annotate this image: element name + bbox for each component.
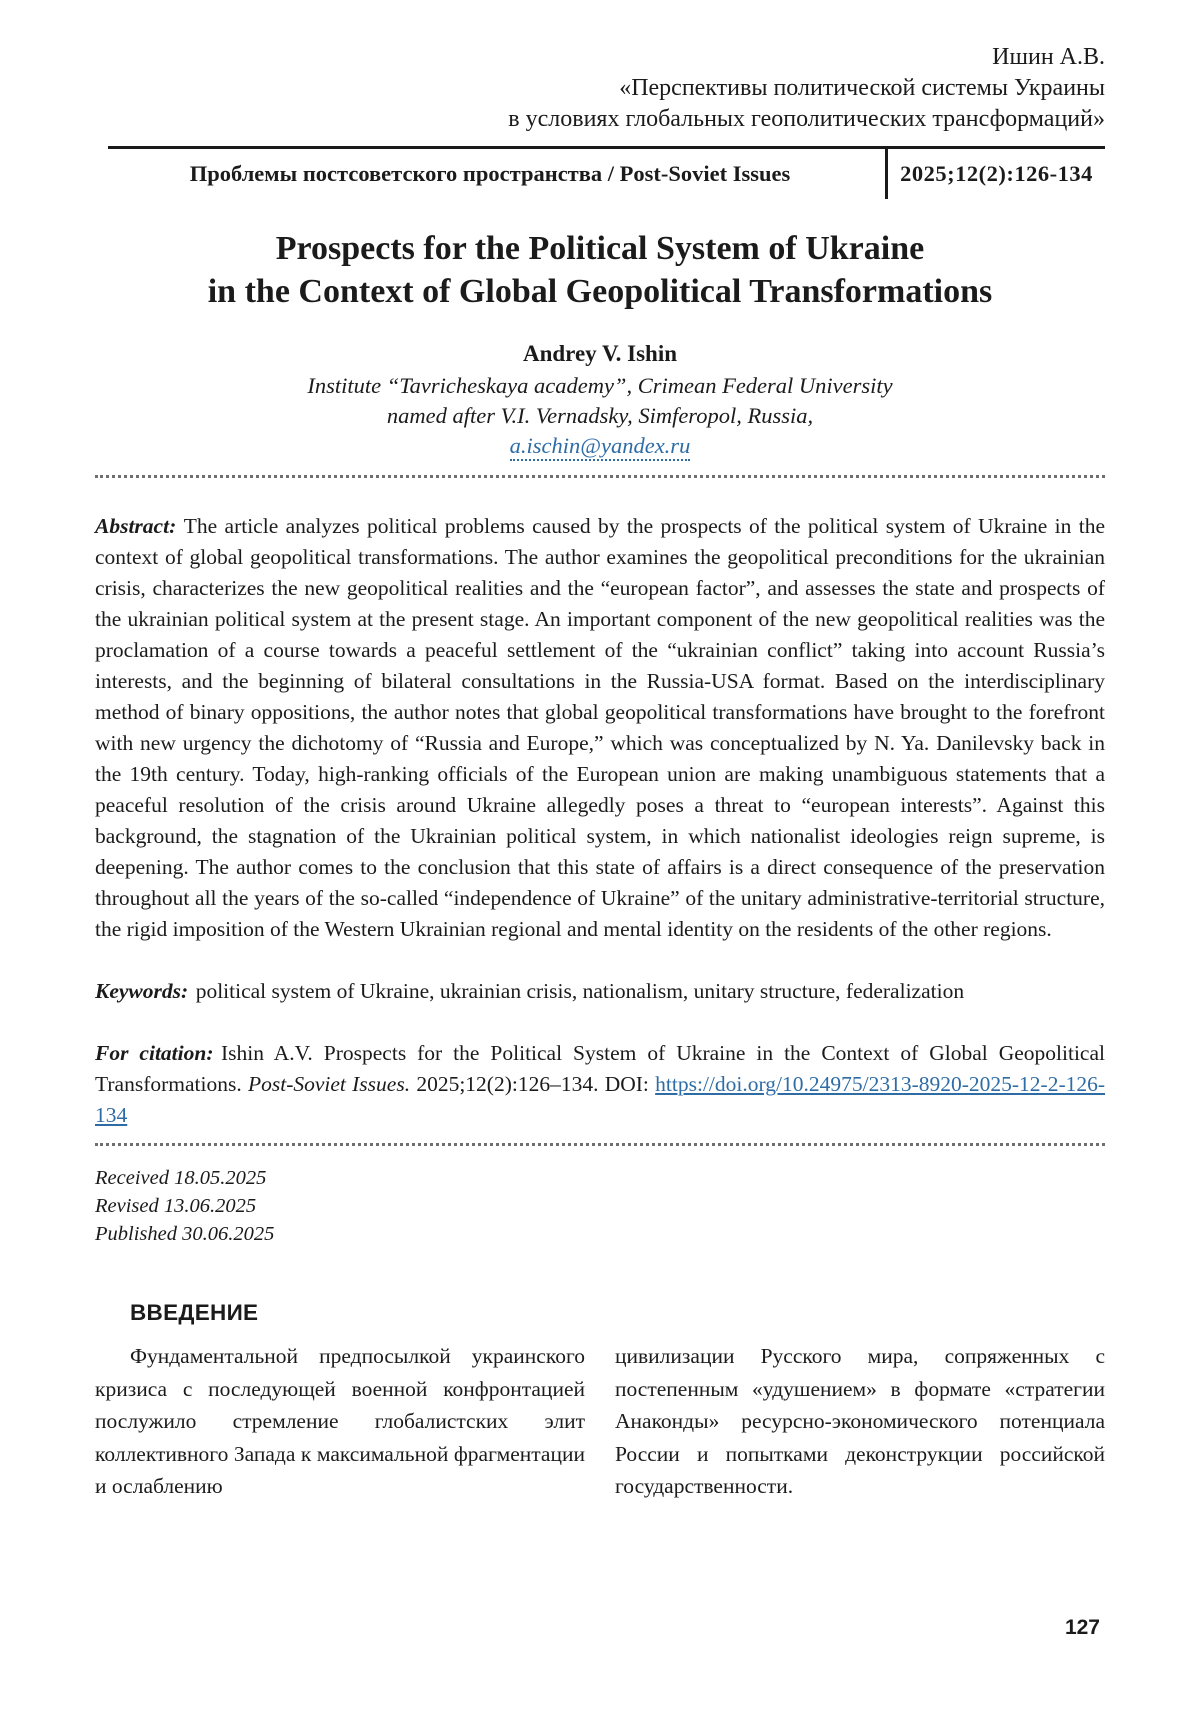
journal-issue: 2025;12(2):126-134	[900, 161, 1093, 186]
revised-date: Revised 13.06.2025	[95, 1195, 257, 1217]
keywords-label: Keywords:	[95, 979, 189, 1003]
dotted-separator-bottom	[95, 1143, 1105, 1146]
citation-journal-name: Post-Soviet Issues.	[247, 1072, 411, 1096]
journal-band-divider	[885, 149, 888, 199]
running-head-title-line1: «Перспективы политической системы Украин…	[619, 75, 1105, 101]
citation-label: For citation:	[95, 1041, 214, 1065]
doi-link[interactable]: https://doi.org/10.24975/2313-8920-2025-…	[95, 1072, 1106, 1127]
page-number: 127	[1064, 1616, 1100, 1639]
article-dates: Received 18.05.2025 Revised 13.06.2025 P…	[95, 1164, 1105, 1248]
affiliation-line2: named after V.I. Vernadsky, Simferopol, …	[386, 403, 814, 428]
author-name: Andrey V. Ishin	[522, 341, 678, 366]
abstract-text: The article analyzes political problems …	[95, 514, 1105, 941]
article-title-line2: in the Context of Global Geopolitical Tr…	[207, 273, 993, 310]
introduction-section: ВВЕДЕНИЕ Фундаментальной предпосылкой ук…	[95, 1300, 1105, 1503]
author-email-link[interactable]: a.ischin@yandex.ru	[509, 433, 691, 461]
author-affiliation: Institute “Tavricheskaya academy”, Crime…	[95, 371, 1105, 431]
introduction-heading: ВВЕДЕНИЕ	[130, 1300, 259, 1325]
journal-band: Проблемы постсоветского пространства / P…	[95, 149, 1105, 199]
citation-paragraph: For citation: Ishin A.V. Prospects for th…	[95, 1038, 1105, 1131]
header-rule	[108, 146, 1105, 149]
email-row: a.ischin@yandex.ru	[95, 433, 1105, 461]
running-head: Ишин А.В. «Перспективы политической сист…	[95, 0, 1105, 135]
introduction-columns: Фундаментальной предпосылкой украинского…	[95, 1340, 1105, 1503]
keywords-paragraph: Keywords: political system of Ukraine, uk…	[95, 976, 1105, 1007]
affiliation-line1: Institute “Tavricheskaya academy”, Crime…	[307, 373, 893, 398]
introduction-column-left: Фундаментальной предпосылкой украинского…	[95, 1344, 585, 1498]
running-head-title-line2: в условиях глобальных геополитических тр…	[508, 106, 1105, 132]
received-date: Received 18.05.2025	[95, 1167, 267, 1189]
running-head-author: Ишин А.В.	[992, 44, 1105, 70]
published-date: Published 30.06.2025	[95, 1223, 275, 1245]
citation-text-before: Ishin A.V. Prospects for the Political S…	[95, 1041, 1105, 1096]
keywords-text: political system of Ukraine, ukrainian c…	[195, 979, 965, 1003]
introduction-column-right: цивилизации Русского мира, сопряженных с…	[615, 1344, 1105, 1498]
citation-text-after: 2025;12(2):126–134. DOI:	[416, 1072, 649, 1096]
abstract-label: Abstract:	[95, 514, 177, 538]
article-title-line1: Prospects for the Political System of Uk…	[275, 230, 925, 267]
abstract-paragraph: Abstract: The article analyzes political …	[95, 511, 1105, 945]
dotted-separator-top	[95, 475, 1105, 478]
article-title: Prospects for the Political System of Uk…	[95, 227, 1105, 313]
journal-name: Проблемы постсоветского пространства / P…	[189, 161, 791, 186]
